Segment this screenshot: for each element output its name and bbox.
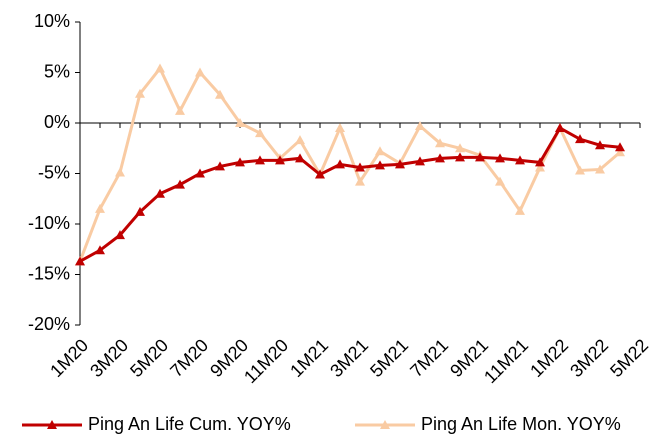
- x-tick-label: 3M20: [86, 335, 132, 381]
- legend-label: Ping An Life Mon. YOY%: [421, 414, 621, 434]
- data-point: [415, 156, 425, 166]
- y-tick-label: -5%: [38, 162, 70, 182]
- data-point: [435, 138, 445, 148]
- data-point: [95, 203, 105, 213]
- data-point: [615, 147, 625, 157]
- data-point: [355, 176, 365, 186]
- data-point: [515, 205, 525, 215]
- x-tick-label: 3M21: [326, 335, 372, 381]
- data-point: [295, 135, 305, 145]
- data-point: [315, 169, 325, 179]
- data-point: [375, 160, 385, 170]
- data-point: [175, 105, 185, 115]
- y-tick-label: -15%: [28, 263, 70, 283]
- data-point: [155, 63, 165, 73]
- legend-marker: [47, 420, 57, 429]
- x-tick-label: 11M21: [480, 335, 532, 387]
- x-tick-label: 3M22: [566, 335, 612, 381]
- data-point: [455, 152, 465, 162]
- data-point: [295, 153, 305, 163]
- data-point: [235, 157, 245, 167]
- x-tick-label: 5M22: [606, 335, 652, 381]
- data-point: [335, 159, 345, 169]
- y-tick-label: 5%: [44, 61, 70, 81]
- data-point: [435, 153, 445, 163]
- data-point: [475, 152, 485, 162]
- data-point: [235, 118, 245, 127]
- series-line: [78, 65, 621, 262]
- x-tick-label: 7M21: [406, 335, 452, 381]
- data-point: [495, 176, 505, 186]
- data-point: [75, 256, 85, 266]
- data-point: [195, 67, 205, 77]
- data-point: [95, 245, 105, 255]
- data-point: [195, 168, 205, 178]
- data-point: [615, 142, 625, 152]
- x-tick-label: 5M21: [366, 335, 412, 381]
- x-tick-label: 1M21: [286, 335, 332, 381]
- x-tick-label: 1M20: [46, 335, 92, 381]
- data-point: [255, 155, 265, 165]
- y-tick-label: 10%: [34, 11, 70, 31]
- data-point: [135, 88, 145, 98]
- data-point: [575, 165, 585, 175]
- x-tick-label: 5M20: [126, 335, 172, 381]
- data-point: [415, 121, 425, 131]
- data-point: [255, 128, 265, 138]
- x-tick-label: 1M22: [526, 335, 572, 381]
- data-point: [175, 179, 185, 189]
- data-point: [275, 155, 285, 165]
- data-point: [535, 157, 545, 167]
- x-tick-label: 11M20: [240, 335, 292, 387]
- data-point: [455, 143, 465, 153]
- legend-label: Ping An Life Cum. YOY%: [88, 414, 291, 434]
- y-tick-label: 0%: [44, 112, 70, 132]
- data-point: [115, 230, 125, 240]
- data-point: [215, 161, 225, 171]
- data-point: [595, 140, 605, 150]
- legend-item: Ping An Life Cum. YOY%: [22, 414, 291, 434]
- data-point: [375, 146, 385, 156]
- data-point: [535, 162, 545, 172]
- data-point: [555, 123, 565, 133]
- y-tick-label: -20%: [28, 314, 70, 334]
- data-point: [355, 162, 365, 172]
- x-tick-label: 7M20: [166, 335, 212, 381]
- data-point: [595, 164, 605, 174]
- data-point: [495, 153, 505, 163]
- data-point: [515, 155, 525, 165]
- data-point: [155, 188, 165, 198]
- data-point: [215, 89, 225, 99]
- series-line: [79, 126, 621, 263]
- legend-item: Ping An Life Mon. YOY%: [355, 414, 621, 434]
- data-point: [115, 167, 125, 177]
- y-tick-label: -10%: [28, 213, 70, 233]
- data-point: [575, 134, 585, 144]
- data-point: [395, 159, 405, 169]
- data-point: [335, 123, 345, 133]
- legend-marker: [380, 420, 390, 429]
- data-point: [135, 206, 145, 216]
